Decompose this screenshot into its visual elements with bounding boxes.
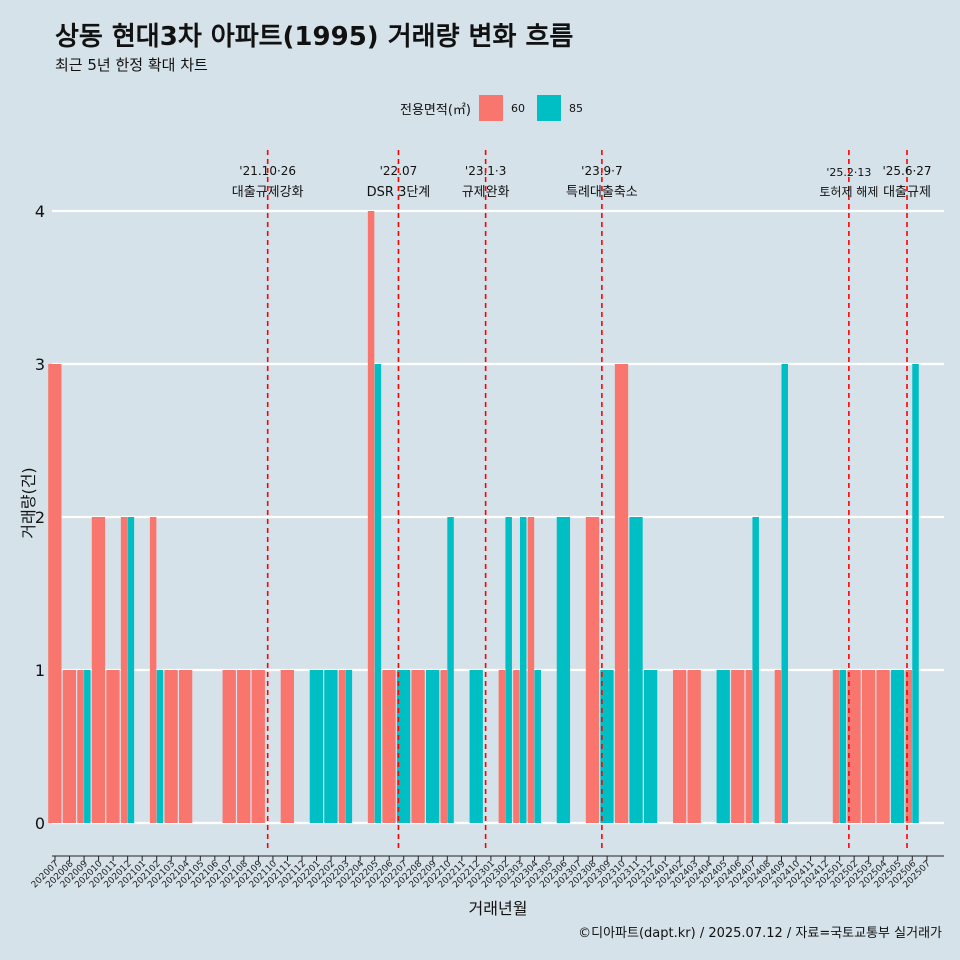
bar-202303-85 bbox=[519, 517, 527, 823]
event-label-4: 토허제 해제 bbox=[819, 185, 878, 199]
event-date-2: '23.1·3 bbox=[465, 164, 506, 178]
y-axis: 0 1 2 3 4 bbox=[35, 202, 45, 833]
legend-label-85: 85 bbox=[568, 101, 583, 115]
bar-202302-60 bbox=[498, 670, 506, 823]
bar-202409-85 bbox=[781, 364, 788, 823]
y-axis-title: 거래량(건) bbox=[19, 467, 38, 538]
bar-202212-85 bbox=[469, 670, 483, 823]
bar-202506-85 bbox=[912, 364, 919, 823]
bar-202206-60 bbox=[382, 670, 396, 823]
x-axis-title: 거래년월 bbox=[469, 899, 528, 918]
bar-202103-60 bbox=[164, 670, 178, 823]
bar-202208-60 bbox=[411, 670, 425, 823]
bar-202111-60 bbox=[280, 670, 294, 823]
bar-202503-60 bbox=[861, 670, 876, 823]
source-caption: ©디아파트(dapt.kr) / 2025.07.12 / 자료=국토교통부 실… bbox=[578, 926, 942, 941]
bar-202303-60 bbox=[513, 670, 520, 823]
y-tick-label-3: 3 bbox=[35, 355, 45, 374]
event-label-1: DSR 3단계 bbox=[367, 185, 431, 200]
bar-202109-60 bbox=[251, 670, 265, 823]
bar-202311-85 bbox=[629, 517, 643, 823]
bar-202210-85 bbox=[447, 517, 454, 823]
x-axis: 2020072020082020092020102020112020122021… bbox=[30, 855, 944, 890]
bar-202203-60 bbox=[338, 670, 346, 823]
legend-title: 전용면적(㎡) bbox=[400, 102, 471, 118]
bar-202203-85 bbox=[345, 670, 353, 823]
bar-202107-60 bbox=[222, 670, 236, 823]
legend: 전용면적(㎡) 60 85 bbox=[400, 94, 587, 122]
legend-key-60 bbox=[478, 95, 503, 121]
bar-202407-85 bbox=[752, 517, 759, 823]
bar-202309-85 bbox=[600, 670, 614, 823]
bar-202009-85 bbox=[84, 670, 91, 823]
bar-202102-85 bbox=[156, 670, 164, 823]
bar-202405-85 bbox=[716, 670, 730, 823]
bar-202406-60 bbox=[731, 670, 745, 823]
bar-202310-60 bbox=[614, 364, 629, 823]
bar-202502-60 bbox=[847, 670, 861, 823]
bar-202501-60 bbox=[832, 670, 840, 823]
bar-202409-60 bbox=[774, 670, 782, 823]
bar-202104-60 bbox=[178, 670, 193, 823]
event-date-4: '25.2·13 bbox=[826, 166, 871, 179]
bar-202506-60 bbox=[905, 670, 912, 823]
event-date-0: '21.10·26 bbox=[239, 164, 296, 178]
y-tick-label-2: 2 bbox=[35, 508, 45, 527]
event-date-3: '23.9·7 bbox=[581, 164, 622, 178]
event-date-1: '22.07 bbox=[380, 164, 418, 178]
bar-202012-85 bbox=[127, 517, 135, 823]
legend-key-85 bbox=[536, 95, 561, 121]
bars bbox=[48, 211, 919, 823]
event-label-3: 특례대출축소 bbox=[566, 185, 638, 200]
event-date-5: '25.6·27 bbox=[882, 164, 931, 178]
event-label-0: 대출규제강화 bbox=[232, 185, 304, 200]
event-markers: '21.10·26 대출규제강화 '22.07 DSR 3단계 '23.1·3 규제완화 '… bbox=[232, 150, 932, 848]
chart-title: 상동 현대3차 아파트(1995) 거래량 변화 흐름 bbox=[55, 22, 574, 52]
legend-label-60: 60 bbox=[510, 101, 525, 115]
bar-202407-60 bbox=[745, 670, 753, 823]
bar-202009-60 bbox=[77, 670, 84, 823]
bar-202306-85 bbox=[556, 517, 571, 823]
bar-202308-60 bbox=[585, 517, 600, 823]
bar-202007-60 bbox=[48, 364, 62, 823]
bar-202102-60 bbox=[149, 517, 157, 823]
bar-202207-85 bbox=[396, 670, 411, 823]
bar-202209-85 bbox=[425, 670, 440, 823]
bar-202504-60 bbox=[876, 670, 890, 823]
bar-202205-60 bbox=[367, 211, 375, 823]
bar-202202-85 bbox=[324, 670, 338, 823]
chart-subtitle: 최근 5년 한정 확대 차트 bbox=[55, 56, 208, 74]
event-label-5: 대출규제 bbox=[883, 185, 931, 200]
bar-202008-60 bbox=[62, 670, 77, 823]
bar-202205-85 bbox=[374, 364, 382, 823]
y-tick-label-4: 4 bbox=[35, 202, 45, 221]
y-tick-label-1: 1 bbox=[35, 661, 45, 680]
event-label-2: 규제완화 bbox=[462, 185, 510, 200]
bar-202304-85 bbox=[534, 670, 541, 823]
bar-202304-60 bbox=[527, 517, 535, 823]
bar-202210-60 bbox=[440, 670, 448, 823]
bar-202402-60 bbox=[672, 670, 687, 823]
bar-202403-60 bbox=[687, 670, 701, 823]
bar-202011-60 bbox=[106, 670, 120, 823]
bar-202501-85 bbox=[839, 670, 847, 823]
bar-202505-85 bbox=[890, 670, 905, 823]
bar-202010-60 bbox=[91, 517, 106, 823]
bar-202012-60 bbox=[120, 517, 128, 823]
grid-lines bbox=[52, 209, 944, 825]
bar-202201-85 bbox=[309, 670, 324, 823]
bar-202302-85 bbox=[505, 517, 512, 823]
y-tick-label-0: 0 bbox=[35, 814, 45, 833]
bar-202108-60 bbox=[237, 670, 251, 823]
bar-202312-85 bbox=[643, 670, 658, 823]
